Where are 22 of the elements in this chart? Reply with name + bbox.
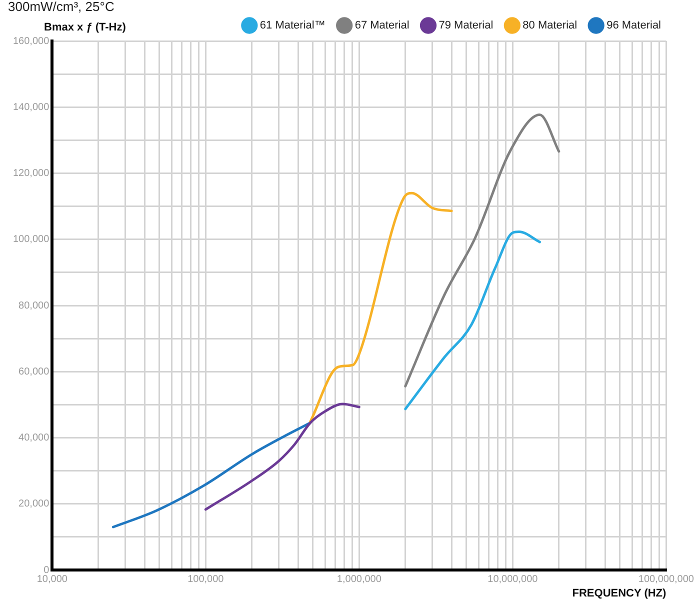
x-axis-title: FREQUENCY (HZ): [572, 588, 667, 600]
x-tick-label: 10,000,000: [488, 574, 538, 585]
chart-subtitle: 300mW/cm³, 25°C: [8, 0, 114, 14]
legend-label: 67 Material: [354, 20, 410, 32]
y-tick-label: 140,000: [12, 102, 50, 113]
x-tick-label: 100,000,000: [638, 574, 694, 585]
legend-label: 96 Material: [606, 20, 662, 32]
y-tick-label: 120,000: [12, 168, 50, 179]
legend-label: 79 Material: [438, 20, 494, 32]
legend-label: 80 Material: [522, 20, 578, 32]
y-tick-label: 40,000: [18, 432, 50, 444]
y-tick-label: 60,000: [18, 366, 50, 378]
y-tick-label: 100,000: [12, 234, 50, 246]
x-tick-label: 10,000: [36, 574, 68, 585]
x-tick-label: 1,000,000: [336, 574, 382, 585]
y-axis-title: Bmax x ƒ (T-Hz): [44, 22, 126, 34]
legend-label: 61 Material™: [260, 20, 326, 32]
y-tick-label: 20,000: [18, 498, 50, 510]
x-tick-label: 100,000: [188, 574, 224, 585]
y-tick-label: 80,000: [18, 300, 50, 312]
y-tick-label: 160,000: [12, 36, 50, 47]
y-tick-label: 0: [44, 564, 50, 576]
